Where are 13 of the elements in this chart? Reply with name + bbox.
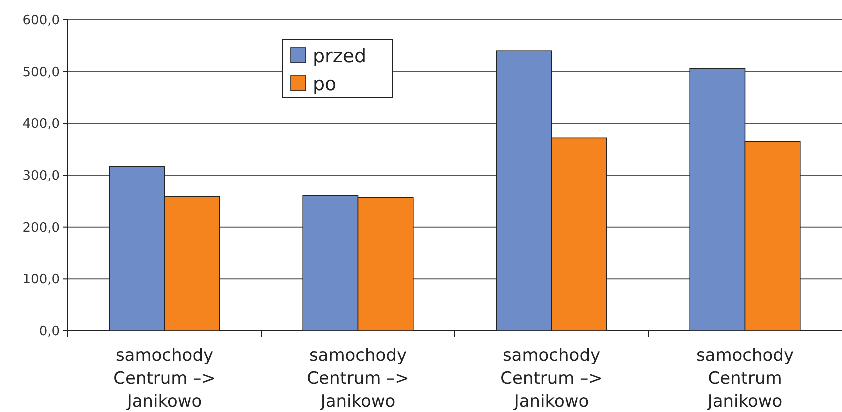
legend-label: przed xyxy=(313,46,367,68)
y-tick-label: 500,0 xyxy=(22,65,60,80)
y-tick-label: 300,0 xyxy=(22,169,60,184)
y-tick-label: 400,0 xyxy=(22,117,60,132)
x-tick-label: samochody Centrum –> Janikowo xyxy=(500,346,603,412)
y-tick-label: 100,0 xyxy=(22,272,60,288)
x-tick-label: samochody Centrum –> Janikowo xyxy=(114,346,216,412)
legend-label: po xyxy=(313,74,337,96)
x-tick-label: samochody Centrum Janikowo xyxy=(696,346,794,412)
y-tick-label: 200,0 xyxy=(22,220,60,236)
x-tick-label: samochody Centrum –> Janikowo xyxy=(307,346,410,412)
y-tick-label: 0,0 xyxy=(39,324,60,340)
y-tick-label: 600,0 xyxy=(22,14,60,29)
